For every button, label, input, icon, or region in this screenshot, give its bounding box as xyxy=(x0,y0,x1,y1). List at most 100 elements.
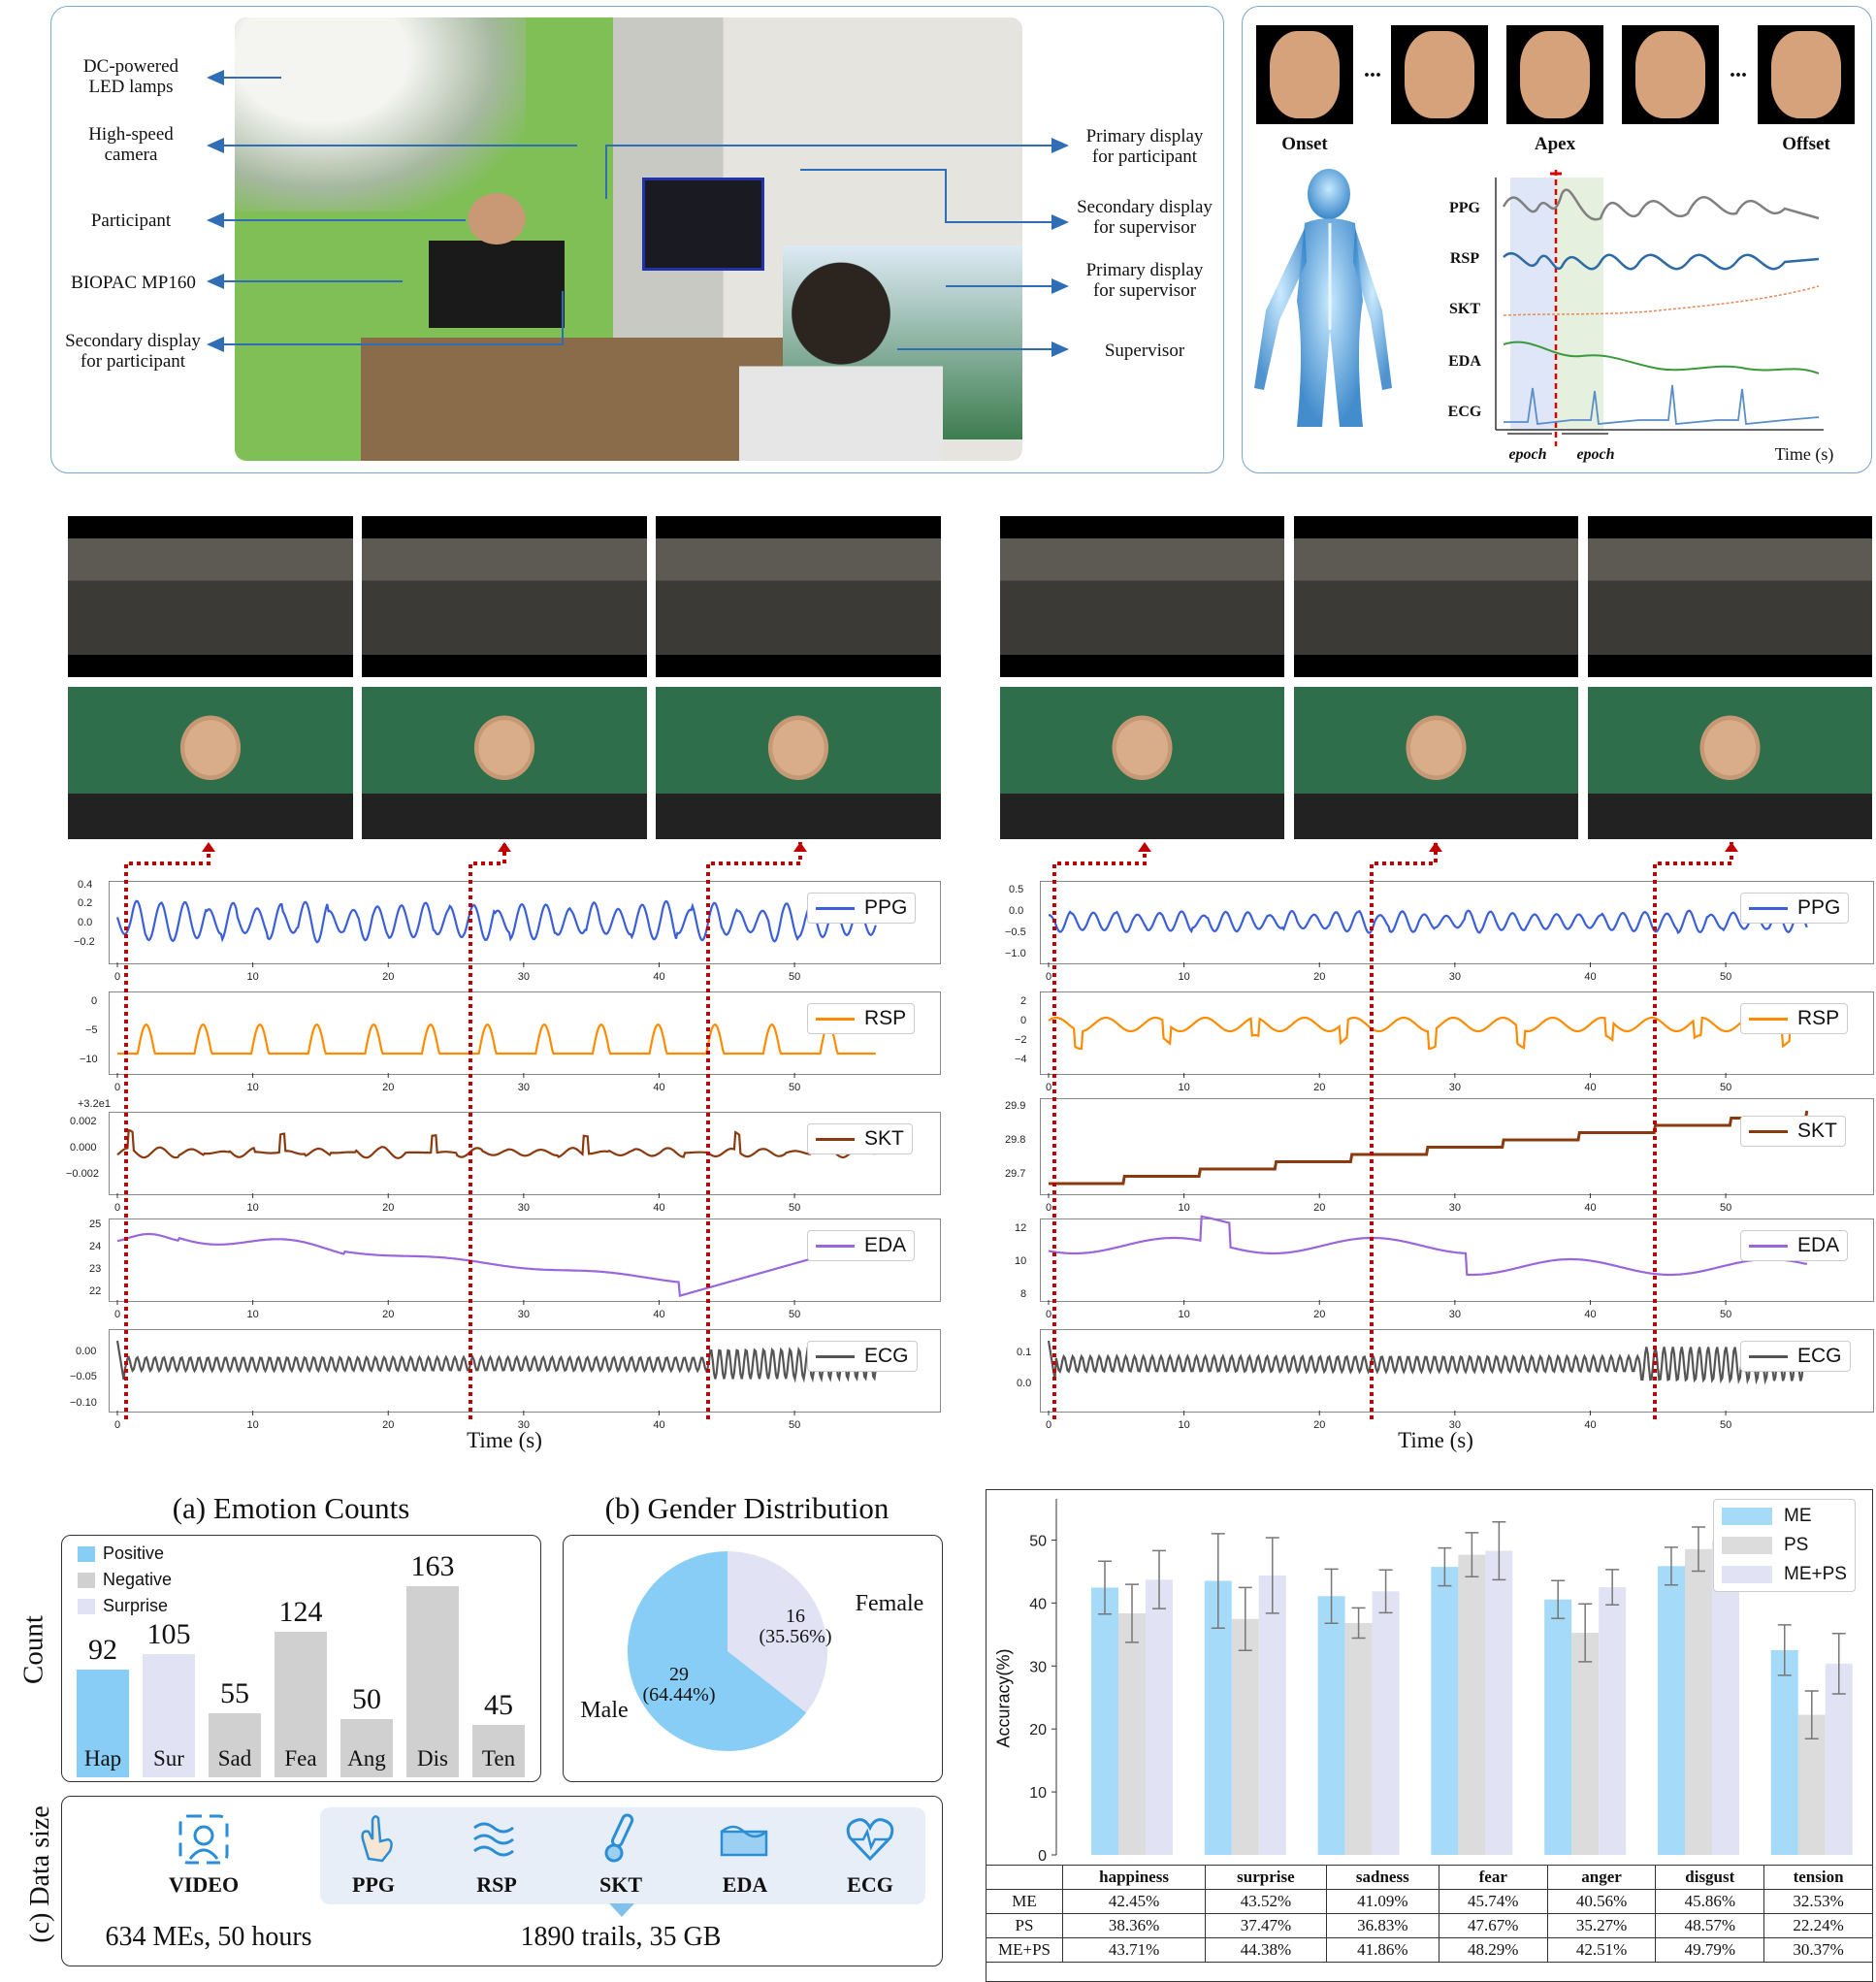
pointer-triangle xyxy=(609,1903,634,1917)
emotion-bar-sur xyxy=(143,1654,195,1777)
x-tick-label: 30 xyxy=(518,1419,530,1431)
x-tick-label: 0 xyxy=(114,1419,120,1431)
trace-rsp xyxy=(117,1023,876,1056)
legend-right-ecg: ECG xyxy=(1740,1341,1851,1372)
count-axis-label: Count xyxy=(17,1615,49,1684)
right-ppg-plot xyxy=(1040,881,1874,964)
x-tick-label: 20 xyxy=(1313,1082,1325,1093)
emotion-bar-fea xyxy=(275,1632,327,1777)
error-bar xyxy=(1664,1546,1678,1586)
error-bar xyxy=(1465,1532,1479,1578)
right-ppg-tick-2: −0.5 xyxy=(1005,926,1026,938)
x-tick-label: 0 xyxy=(1046,1419,1051,1431)
emotion-bar-sad xyxy=(209,1712,261,1777)
table-cell: 41.09% xyxy=(1325,1889,1439,1914)
table-cell: 44.38% xyxy=(1205,1937,1327,1963)
x-tick-label: 40 xyxy=(1584,1309,1596,1320)
error-bar xyxy=(1125,1583,1139,1643)
emotion-value-label: 124 xyxy=(278,1596,323,1629)
table-cell: 30.37% xyxy=(1763,1937,1873,1963)
table-header xyxy=(986,1865,1063,1890)
table-cell: 48.29% xyxy=(1438,1937,1548,1963)
x-tick-label: 10 xyxy=(1178,1309,1189,1320)
error-bar xyxy=(1804,1690,1819,1740)
legend-right-ppg: PPG xyxy=(1740,893,1850,924)
table-header: disgust xyxy=(1655,1865,1765,1890)
y-tick-label: 30 xyxy=(1029,1659,1047,1675)
trace-skt xyxy=(1049,1110,1809,1186)
emotion-category-label: Dis xyxy=(417,1746,448,1771)
x-tick-label: 30 xyxy=(518,971,530,983)
x-tick-label: 20 xyxy=(1313,1419,1325,1431)
epoch-label-rsp: RSP xyxy=(1449,250,1480,267)
accuracy-bar-me xyxy=(1317,1596,1345,1855)
setup-arrows xyxy=(207,70,1069,357)
accuracy-bar-ps xyxy=(1684,1548,1712,1855)
accuracy-bar-ps xyxy=(1571,1633,1600,1855)
x-tick-label: 10 xyxy=(246,1309,258,1320)
accuracy-bar-ps xyxy=(1344,1622,1373,1855)
accuracy-bar-me-ps xyxy=(1711,1541,1739,1855)
x-tick-label: 10 xyxy=(246,1082,258,1093)
right-time-label: Time (s) xyxy=(1398,1428,1473,1452)
mod-label-ecg: ECG xyxy=(847,1872,893,1897)
left-ppg-tick-3: −0.2 xyxy=(74,936,95,948)
left-rsp-tick-2: −10 xyxy=(80,1054,98,1065)
table-cell: 45.74% xyxy=(1438,1889,1548,1914)
table-row: ME 42.45% 43.52% 41.09% 45.74% 40.56% 45.86% 32… xyxy=(986,1889,1873,1914)
x-tick-label: 50 xyxy=(789,971,800,983)
pie-slice-female xyxy=(728,1551,827,1713)
table-cell: ME+PS xyxy=(986,1937,1063,1963)
right-ecg-tick-1: 0.0 xyxy=(1017,1378,1032,1389)
dots-2: ... xyxy=(1730,57,1747,82)
accuracy-bar-me xyxy=(1091,1587,1118,1855)
apex-face xyxy=(1506,25,1603,124)
legend-right-skt: SKT xyxy=(1740,1116,1846,1147)
table-cell: 36.83% xyxy=(1325,1913,1439,1938)
gender-pie xyxy=(628,1551,827,1751)
onset-face-1 xyxy=(1256,25,1353,124)
table-header: sadness xyxy=(1325,1865,1439,1890)
y-tick-label: 10 xyxy=(1029,1785,1047,1802)
right-rsp-tick-1: 0 xyxy=(1020,1015,1027,1026)
table-cell: 35.27% xyxy=(1546,1913,1657,1938)
signal-traces: 0 10 20 30 40 500 10 20 30 40 500 10 20 30 40 500 10 20 30… xyxy=(114,842,1809,1431)
x-tick-label: 50 xyxy=(1720,1202,1731,1214)
accuracy-bar-ps xyxy=(1231,1618,1259,1855)
x-tick-label: 0 xyxy=(1046,1202,1051,1214)
emotion-category-label: Fea xyxy=(284,1746,317,1771)
acc-legend-ps: PS xyxy=(1722,1531,1847,1560)
pie-female-label: Female xyxy=(855,1591,924,1616)
participant-right-2 xyxy=(1294,687,1578,839)
emotion-category-label: Hap xyxy=(83,1746,122,1771)
x-tick-label: 10 xyxy=(246,971,258,983)
x-tick-label: 0 xyxy=(114,1202,120,1214)
x-tick-label: 50 xyxy=(1720,971,1731,983)
legend-left-rsp: RSP xyxy=(807,1003,916,1034)
left-ppg-plot xyxy=(109,881,941,964)
x-tick-label: 30 xyxy=(1449,1202,1461,1214)
error-bar xyxy=(1351,1607,1366,1640)
table-cell: 43.52% xyxy=(1205,1889,1327,1914)
right-eda-tick-0: 12 xyxy=(1015,1222,1027,1234)
legend-left-ecg: ECG xyxy=(807,1341,918,1372)
left-time-label: Time (s) xyxy=(467,1428,542,1452)
table-cell: PS xyxy=(986,1913,1063,1938)
table-cell: 41.86% xyxy=(1325,1937,1439,1963)
left-eda-tick-0: 25 xyxy=(89,1218,102,1230)
left-skt-offset: +3.2e1 xyxy=(78,1098,111,1110)
error-bar xyxy=(1324,1568,1339,1624)
x-tick-label: 10 xyxy=(246,1202,258,1214)
stimulus-left-3 xyxy=(656,516,941,677)
table-cell: 49.79% xyxy=(1655,1937,1765,1963)
right-rsp-tick-3: −4 xyxy=(1015,1054,1027,1065)
emotion-category-label: Sad xyxy=(217,1746,252,1771)
trace-eda xyxy=(1048,1215,1808,1277)
left-rsp-plot xyxy=(109,991,941,1075)
error-bar xyxy=(1098,1560,1112,1615)
label-primary-display-supervisor: Primary display for supervisor xyxy=(1085,260,1204,301)
emotion-value-label: 55 xyxy=(220,1676,249,1709)
legend-left-eda: EDA xyxy=(807,1230,916,1261)
offset-face-2 xyxy=(1758,25,1855,124)
x-tick-label: 20 xyxy=(1313,1309,1325,1320)
